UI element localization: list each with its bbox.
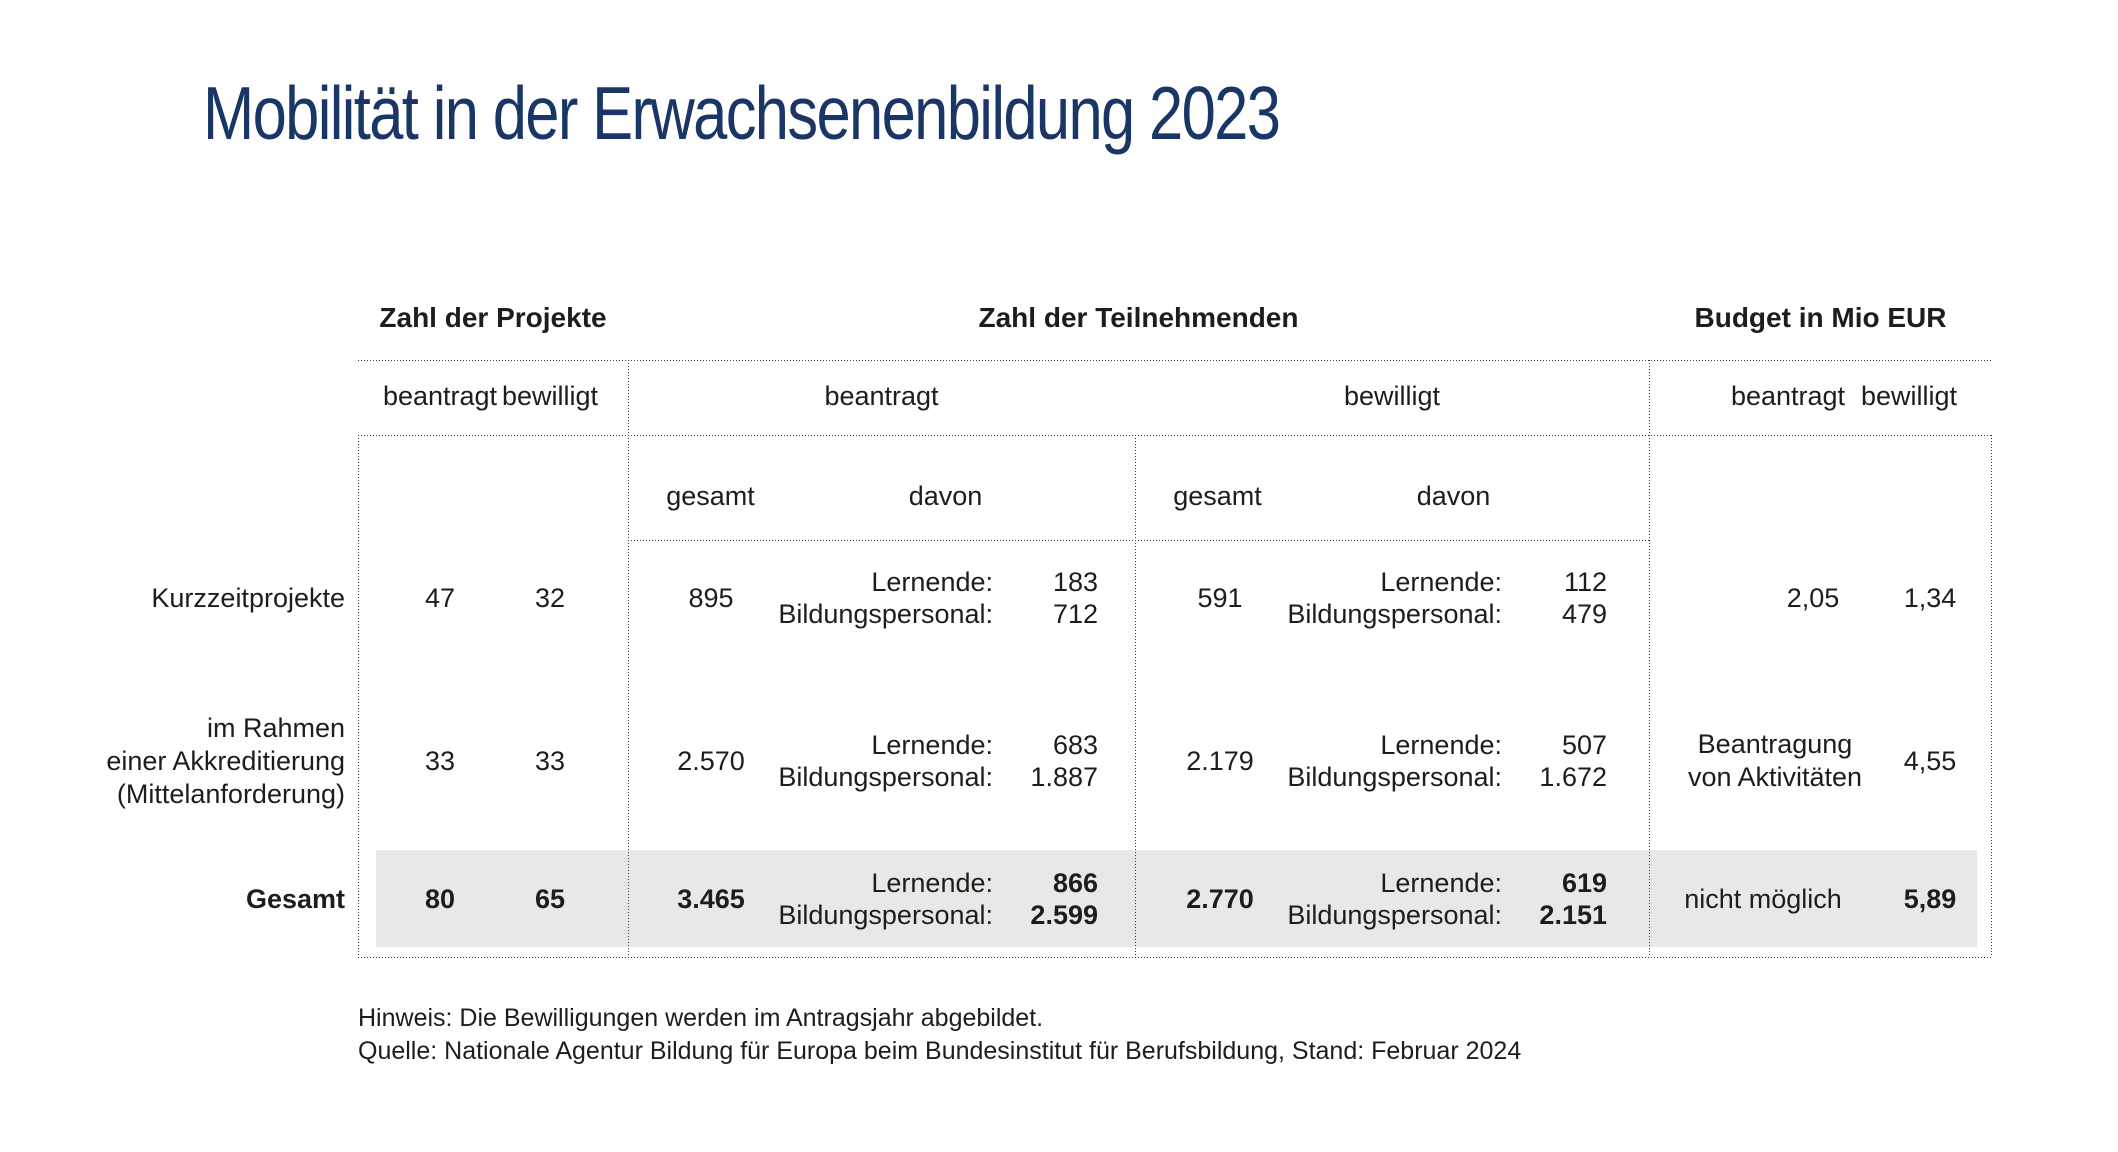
cell-gesamt-teilnehmende-beantragt-gesamt: 3.465: [677, 883, 745, 914]
davon-label-bildungspersonal: Bildungspersonal:: [778, 762, 993, 792]
cell-akkreditierung-teilnehmende-beantragt-davon: Lernende: 683 Bildungspersonal: 1.887: [700, 695, 1098, 827]
col-header-budget-beantragt: beantragt: [1730, 381, 1846, 411]
cell-gesamt-teilnehmende-bewilligt-davon: Lernende: 619 Bildungspersonal: 2.151: [1210, 850, 1607, 947]
davon-label-lernende: Lernende:: [871, 567, 993, 597]
gesamt-row-highlight: [376, 850, 1977, 947]
col-header-teilnehmende-bewilligt: bewilligt: [1343, 381, 1441, 411]
cell-kurzzeit-budget-bewilligt: 1,34: [1903, 583, 1957, 613]
cell-kurzzeit-teilnehmende-bewilligt-gesamt: 591: [1197, 583, 1243, 613]
divider-teilnehmende-budget: [1649, 360, 1650, 957]
footnote-quelle: Quelle: Nationale Agentur Bildung für Eu…: [358, 1037, 1522, 1065]
group-header-projekte: Zahl der Projekte: [379, 302, 607, 333]
davon-label-bildungspersonal: Bildungspersonal:: [1287, 762, 1502, 792]
cell-akkreditierung-projekte-bewilligt: 33: [534, 746, 566, 776]
davon-value-bildungspersonal: 2.599: [1030, 899, 1098, 930]
davon-value-lernende: 866: [1052, 867, 1098, 898]
col-header-teilnehmende-beantragt: beantragt: [824, 381, 939, 411]
cell-gesamt-projekte-bewilligt: 65: [534, 883, 566, 914]
davon-label-lernende: Lernende:: [1380, 567, 1502, 597]
davon-value-bildungspersonal: 1.672: [1539, 762, 1607, 792]
group-header-teilnehmende: Zahl der Teilnehmenden: [978, 302, 1299, 333]
sub-header-beantragt-gesamt: gesamt: [666, 481, 755, 511]
davon-value-lernende: 112: [1563, 567, 1607, 597]
sub-header-bewilligt-gesamt: gesamt: [1173, 481, 1262, 511]
davon-value-bildungspersonal: 1.887: [1030, 762, 1098, 792]
col-header-projekte-bewilligt: bewilligt: [501, 381, 599, 411]
cell-kurzzeit-teilnehmende-beantragt-gesamt: 895: [688, 583, 734, 613]
border-body-left: [358, 435, 359, 957]
cell-kurzzeit-projekte-beantragt: 47: [424, 583, 456, 613]
cell-akkreditierung-projekte-beantragt: 33: [424, 746, 456, 776]
cell-akkreditierung-teilnehmende-bewilligt-gesamt: 2.179: [1186, 746, 1254, 776]
davon-value-lernende: 683: [1052, 730, 1098, 760]
page-title: Mobilität in der Erwachsenenbildung 2023: [203, 71, 1281, 155]
davon-label-bildungspersonal: Bildungspersonal:: [778, 899, 993, 930]
rule-under-group-headers: [358, 360, 1992, 361]
rule-body-top: [358, 435, 1992, 436]
cell-akkreditierung-teilnehmende-bewilligt-davon: Lernende: 507 Bildungspersonal: 1.672: [1210, 695, 1607, 827]
cell-akkreditierung-budget-bewilligt: 4,55: [1903, 746, 1957, 776]
row-label-kurzzeitprojekte: Kurzzeitprojekte: [151, 583, 345, 613]
col-header-budget-bewilligt: bewilligt: [1860, 381, 1958, 411]
sub-header-beantragt-davon: davon: [908, 481, 983, 511]
col-header-projekte-beantragt: beantragt: [382, 381, 498, 411]
davon-label-lernende: Lernende:: [1380, 730, 1502, 760]
rule-under-subheaders: [628, 540, 1649, 541]
statistics-table: Zahl der Projekte Zahl der Teilnehmenden…: [80, 290, 1992, 958]
davon-label-lernende: Lernende:: [871, 867, 993, 898]
group-header-budget: Budget in Mio EUR: [1694, 302, 1947, 333]
cell-kurzzeit-teilnehmende-beantragt-davon: Lernende: 183 Bildungspersonal: 712: [700, 535, 1098, 661]
divider-teilnehmende-beantragt-bewilligt: [1135, 435, 1136, 957]
cell-gesamt-budget-bewilligt: 5,89: [1903, 883, 1957, 914]
row-label-gesamt: Gesamt: [245, 883, 345, 914]
davon-label-bildungspersonal: Bildungspersonal:: [1287, 599, 1502, 629]
davon-label-bildungspersonal: Bildungspersonal:: [778, 599, 993, 629]
cell-gesamt-teilnehmende-bewilligt-gesamt: 2.770: [1186, 883, 1254, 914]
cell-kurzzeit-projekte-bewilligt: 32: [534, 583, 566, 613]
cell-kurzzeit-teilnehmende-bewilligt-davon: Lernende: 112 Bildungspersonal: 479: [1210, 535, 1607, 661]
cell-gesamt-budget-beantragt: nicht möglich: [1684, 883, 1842, 914]
rule-body-bottom: [358, 957, 1992, 958]
davon-value-bildungspersonal: 712: [1052, 599, 1098, 629]
davon-value-lernende: 619: [1561, 867, 1607, 898]
cell-gesamt-teilnehmende-beantragt-davon: Lernende: 866 Bildungspersonal: 2.599: [700, 850, 1098, 947]
davon-value-lernende: 507: [1561, 730, 1607, 760]
davon-label-lernende: Lernende:: [871, 730, 993, 760]
sub-header-bewilligt-davon: davon: [1416, 481, 1491, 511]
davon-value-bildungspersonal: 479: [1561, 599, 1607, 629]
davon-label-bildungspersonal: Bildungspersonal:: [1287, 899, 1502, 930]
cell-gesamt-projekte-beantragt: 80: [424, 883, 456, 914]
row-label-akkreditierung: im Rahmen einer Akkreditierung (Mittelan…: [106, 712, 345, 809]
davon-value-lernende: 183: [1052, 567, 1098, 597]
divider-projekte-teilnehmende: [628, 360, 629, 957]
davon-value-bildungspersonal: 2.151: [1539, 899, 1607, 930]
davon-label-lernende: Lernende:: [1380, 867, 1502, 898]
cell-kurzzeit-budget-beantragt: 2,05: [1786, 583, 1840, 613]
footnote-hinweis: Hinweis: Die Bewilligungen werden im Ant…: [358, 1004, 1044, 1032]
cell-akkreditierung-budget-beantragt: Beantragung von Aktivitäten: [1687, 729, 1863, 792]
footnotes: Hinweis: Die Bewilligungen werden im Ant…: [358, 1002, 1521, 1068]
cell-akkreditierung-teilnehmende-beantragt-gesamt: 2.570: [677, 746, 745, 776]
border-body-right: [1991, 435, 1992, 957]
